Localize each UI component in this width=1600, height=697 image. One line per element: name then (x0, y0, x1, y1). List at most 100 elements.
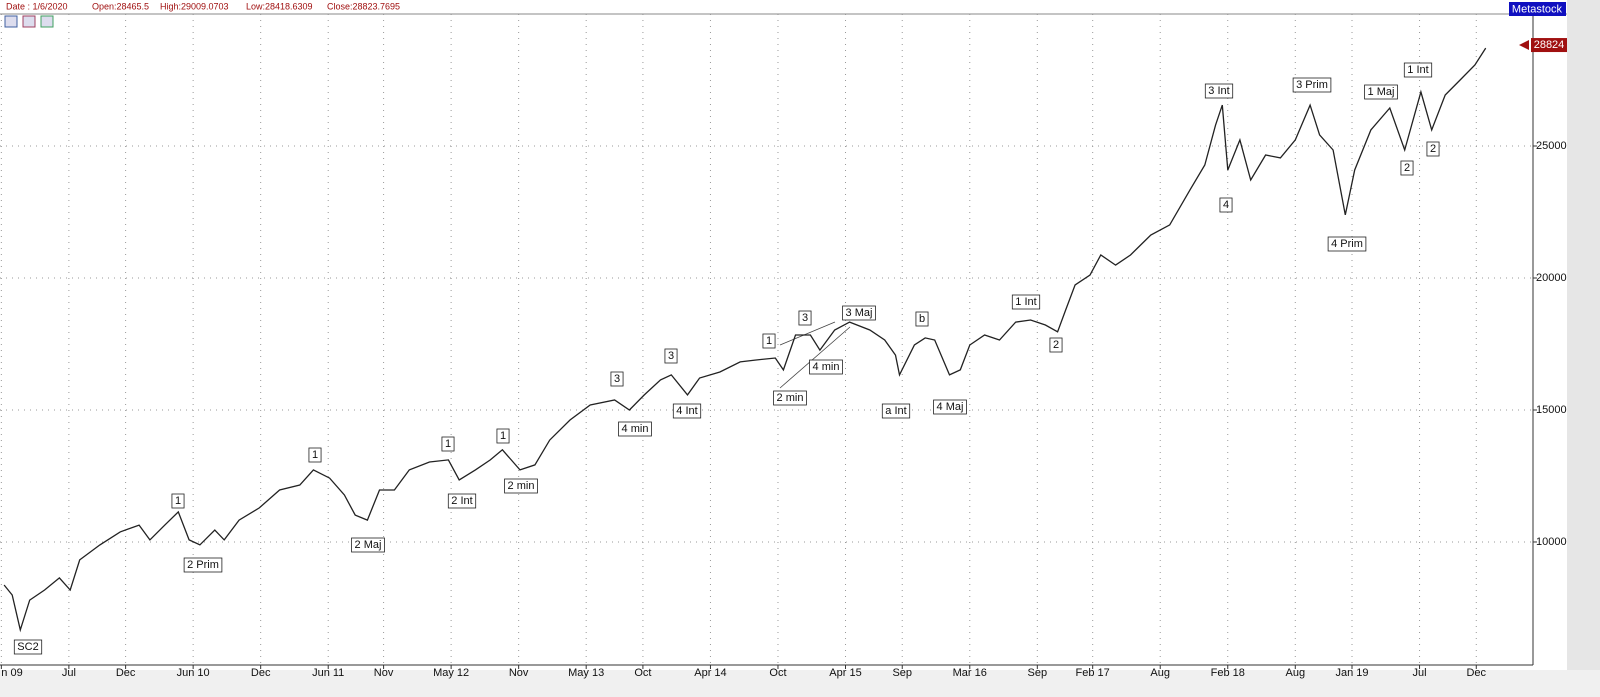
icon[interactable] (22, 15, 36, 28)
wave-label-box (672, 403, 702, 419)
x-tick-label: Jul (62, 667, 76, 679)
wave-label-box (1204, 83, 1234, 99)
price-line (3, 47, 1487, 633)
wave-label: 2 Maj (351, 537, 385, 553)
wave-label-text: 1 (445, 438, 451, 450)
y-tick-label: 10000 (1536, 536, 1567, 548)
wave-label-text: 2 (1404, 162, 1410, 174)
wave-label-text: a Int (885, 405, 906, 417)
wave-label-text: 1 (500, 430, 506, 442)
wave-label-box (1049, 337, 1063, 353)
x-tick-label: May 12 (433, 667, 469, 679)
wave-label-box (881, 403, 911, 419)
wave-label-text: b (919, 313, 925, 325)
wave-label: a Int (881, 403, 911, 419)
wave-label-text: 4 min (813, 361, 840, 373)
wave-label: 2 (1400, 160, 1414, 176)
x-tick-label: Nov (509, 667, 529, 679)
wave-label-text: 4 Prim (1331, 238, 1363, 250)
wave-label: 3 Prim (1292, 77, 1332, 93)
wave-label: 1 (441, 436, 455, 452)
wave-label-text: 2 min (508, 480, 535, 492)
wave-label: SC2 (13, 639, 43, 655)
last-price-label: 28824 (1534, 39, 1565, 51)
wave-label: 2 Int (447, 493, 477, 509)
trend-line (779, 321, 836, 346)
wave-label-text: 1 (312, 449, 318, 461)
wave-label: 4 (1219, 197, 1233, 213)
wave-label-box (798, 310, 812, 326)
wave-label: 4 Int (672, 403, 702, 419)
wave-label-text: SC2 (17, 641, 38, 653)
brand-badge (1509, 2, 1566, 16)
wave-label-box (1400, 160, 1414, 176)
wave-label-box (933, 399, 967, 415)
wave-label-text: 1 (766, 335, 772, 347)
x-tick-label: n 09 (1, 667, 22, 679)
wave-label-text: 1 Int (1407, 64, 1428, 76)
icon[interactable] (4, 15, 18, 28)
last-price-arrow (1519, 40, 1529, 51)
wave-label: 1 Maj (1364, 84, 1398, 100)
toolbar-icons[interactable] (4, 15, 54, 28)
y-tick-label: 25000 (1536, 140, 1567, 152)
wave-label: 2 Prim (183, 557, 223, 573)
wave-label-box (441, 436, 455, 452)
wave-label-text: 2 Maj (355, 539, 382, 551)
wave-label: 3 Int (1204, 83, 1234, 99)
wave-label: 1 (171, 493, 185, 509)
x-tick-label: Jun 10 (177, 667, 210, 679)
x-tick-label: Apr 15 (829, 667, 861, 679)
wave-label-text: 3 Prim (1296, 79, 1328, 91)
wave-label: 3 (664, 348, 678, 364)
wave-label-text: 3 (668, 350, 674, 362)
wave-label-box (809, 359, 843, 375)
wave-label: 4 min (809, 359, 843, 375)
y-tick-label: 20000 (1536, 272, 1567, 284)
x-tick-label: Mar 16 (953, 667, 987, 679)
wave-label-text: 2 (1053, 339, 1059, 351)
footer-bar (0, 670, 1600, 697)
wave-label: 2 min (773, 390, 807, 406)
wave-label-box (1011, 294, 1041, 310)
wave-label-text: 4 Maj (937, 401, 964, 413)
wave-label-box (1292, 77, 1332, 93)
wave-label-box (1364, 84, 1398, 100)
wave-label-text: 2 Int (451, 495, 472, 507)
wave-label-text: 4 (1223, 199, 1229, 211)
wave-label-box (773, 390, 807, 406)
wave-label: 4 Prim (1327, 236, 1367, 252)
x-tick-label: Sep (892, 667, 912, 679)
wave-label: 1 (496, 428, 510, 444)
wave-label: 4 Maj (933, 399, 967, 415)
wave-label-text: 3 Int (1208, 85, 1229, 97)
wave-label-text: 4 min (622, 423, 649, 435)
x-tick-label: Oct (634, 667, 651, 679)
wave-label-box (618, 421, 652, 437)
wave-label-box (915, 311, 929, 327)
icon[interactable] (40, 15, 54, 28)
wave-label-box (1403, 62, 1433, 78)
wave-label-box (1327, 236, 1367, 252)
wave-label-text: 1 (175, 495, 181, 507)
wave-label: b (915, 311, 929, 327)
wave-label: 3 Maj (842, 305, 876, 321)
wave-label-box (351, 537, 385, 553)
wave-label-box (504, 478, 538, 494)
header-close: Close:28823.7695 (327, 1, 400, 11)
x-tick-label: Feb 17 (1076, 667, 1110, 679)
brand: Metastock (1512, 3, 1563, 15)
wave-label: 1 (762, 333, 776, 349)
wave-label: 2 min (504, 478, 538, 494)
wave-label-text: 3 (802, 312, 808, 324)
trend-line (779, 326, 851, 389)
wave-label: 4 min (618, 421, 652, 437)
x-tick-label: Dec (116, 667, 136, 679)
x-tick-label: Dec (251, 667, 271, 679)
side-panel (1567, 0, 1600, 697)
x-tick-label: May 13 (568, 667, 604, 679)
x-tick-label: Feb 18 (1211, 667, 1245, 679)
wave-label: 1 Int (1403, 62, 1433, 78)
